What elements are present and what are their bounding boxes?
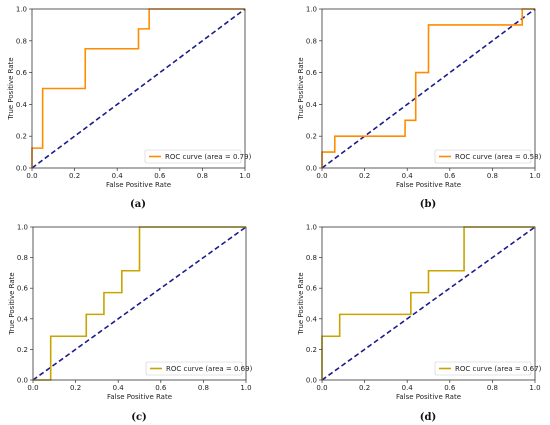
- y-tick-label: 0.6: [306, 285, 318, 293]
- roc-curve-line: [33, 226, 246, 381]
- y-tick-label: 0.8: [17, 254, 28, 262]
- y-tick-label: 0.8: [306, 37, 317, 45]
- y-tick-label: 1.0: [16, 6, 27, 14]
- chance-diagonal-line: [321, 8, 536, 169]
- y-tick-label: 1.0: [306, 224, 317, 232]
- chance-diagonal-line: [31, 8, 246, 169]
- legend-label: ROC curve (area = 0.67): [455, 365, 542, 373]
- panel-label: (a): [130, 199, 146, 210]
- x-tick-label: 0.2: [359, 172, 370, 180]
- panel-label: (b): [420, 199, 436, 210]
- x-tick-label: 0.0: [26, 172, 37, 180]
- roc-curve-line: [321, 8, 535, 168]
- y-axis-label: True Positive Rate: [8, 272, 16, 335]
- y-tick-label: 0.2: [306, 346, 317, 354]
- x-tick-label: 0.6: [155, 384, 167, 392]
- y-tick-label: 0.2: [16, 133, 27, 141]
- roc-panel-0: 0.0 0.2 0.4 0.6 0.8 1.0 0.0 0.2 0.4 0.6 0.8 1.0 Fals…: [7, 6, 252, 211]
- roc-panel-1: 0.0 0.2 0.4 0.6 0.8 1.0 0.0 0.2 0.4 0.6 0.8 1.0 Fals…: [297, 6, 542, 211]
- y-tick-label: 0.0: [306, 377, 317, 385]
- x-tick-label: 1.0: [239, 172, 250, 180]
- legend-label: ROC curve (area = 0.79): [165, 153, 252, 161]
- x-tick-label: 0.4: [112, 172, 124, 180]
- plot-frame: [321, 8, 536, 169]
- x-tick-label: 0.8: [198, 384, 209, 392]
- y-tick-label: 1.0: [17, 224, 28, 232]
- x-tick-label: 0.6: [444, 384, 456, 392]
- y-tick-label: 0.8: [306, 254, 317, 262]
- x-tick-label: 0.8: [197, 172, 208, 180]
- x-tick-label: 0.6: [154, 172, 166, 180]
- legend-box: [144, 149, 242, 164]
- y-tick-label: 0.6: [16, 69, 28, 77]
- x-axis-label: False Positive Rate: [107, 393, 172, 401]
- y-tick-label: 0.6: [306, 69, 318, 77]
- y-tick-label: 0.0: [16, 165, 27, 173]
- y-tick-label: 1.0: [306, 6, 317, 14]
- chance-diagonal-line: [321, 226, 536, 381]
- chance-diagonal-line: [32, 226, 247, 381]
- x-tick-label: 0.6: [444, 172, 456, 180]
- y-tick-label: 0.6: [17, 285, 29, 293]
- x-tick-label: 0.4: [113, 384, 125, 392]
- plot-frame: [321, 226, 536, 381]
- y-tick-label: 0.0: [306, 165, 317, 173]
- x-tick-label: 1.0: [529, 384, 540, 392]
- roc-panel-2: 0.0 0.2 0.4 0.6 0.8 1.0 0.0 0.2 0.4 0.6 0.8 1.0 Fals…: [8, 224, 253, 424]
- x-tick-label: 1.0: [529, 172, 540, 180]
- panel-label: (c): [131, 412, 147, 423]
- y-tick-label: 0.4: [17, 315, 29, 323]
- y-tick-label: 0.0: [17, 377, 28, 385]
- y-tick-label: 0.4: [306, 315, 318, 323]
- x-tick-label: 0.4: [402, 384, 414, 392]
- x-axis-label: False Positive Rate: [396, 393, 461, 401]
- x-tick-label: 0.2: [70, 384, 81, 392]
- legend-box: [434, 361, 532, 376]
- y-axis-label: True Positive Rate: [297, 272, 305, 335]
- x-tick-label: 0.8: [487, 172, 498, 180]
- panel-label: (d): [420, 412, 436, 423]
- x-tick-label: 0.8: [487, 384, 498, 392]
- legend-label: ROC curve (area = 0.69): [166, 365, 253, 373]
- plot-frame: [31, 8, 246, 169]
- y-tick-label: 0.2: [306, 133, 317, 141]
- roc-curve-line: [321, 226, 535, 380]
- legend-box: [145, 361, 243, 376]
- x-axis-label: False Positive Rate: [106, 181, 171, 189]
- x-tick-label: 0.2: [359, 384, 370, 392]
- x-tick-label: 1.0: [240, 384, 251, 392]
- x-tick-label: 0.0: [316, 172, 327, 180]
- x-tick-label: 0.2: [69, 172, 80, 180]
- legend-label: ROC curve (area = 0.58): [455, 153, 542, 161]
- y-axis-label: True Positive Rate: [297, 57, 305, 120]
- roc-curve-line: [31, 8, 245, 168]
- y-tick-label: 0.4: [306, 101, 318, 109]
- plot-frame: [32, 226, 247, 381]
- y-tick-label: 0.8: [16, 37, 27, 45]
- legend-box: [434, 149, 532, 164]
- roc-panel-3: 0.0 0.2 0.4 0.6 0.8 1.0 0.0 0.2 0.4 0.6 0.8 1.0 Fals…: [297, 224, 542, 424]
- x-axis-label: False Positive Rate: [396, 181, 461, 189]
- y-tick-label: 0.4: [16, 101, 28, 109]
- y-tick-label: 0.2: [17, 346, 28, 354]
- y-axis-label: True Positive Rate: [7, 57, 15, 120]
- x-tick-label: 0.0: [316, 384, 327, 392]
- x-tick-label: 0.0: [27, 384, 38, 392]
- x-tick-label: 0.4: [402, 172, 414, 180]
